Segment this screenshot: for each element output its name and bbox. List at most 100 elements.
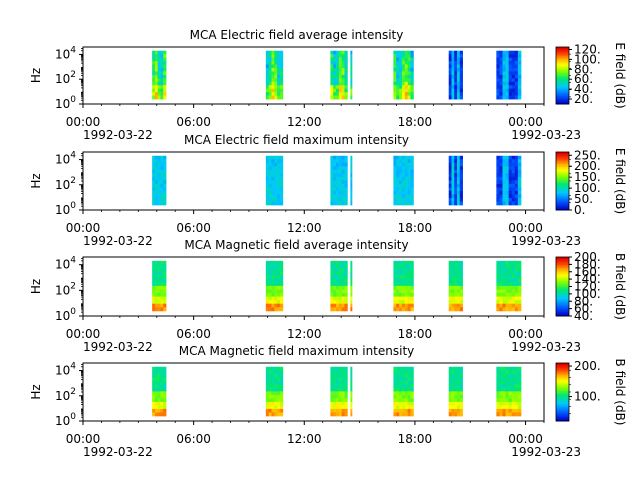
spectrogram-cell: [508, 293, 513, 297]
spectrogram-cell: [517, 180, 522, 185]
spectrogram-cell: [410, 289, 414, 294]
spectrogram-cell: [341, 267, 345, 272]
spectrogram-cell: [393, 92, 397, 96]
spectrogram-cell: [454, 380, 458, 385]
spectrogram-cell: [274, 92, 278, 96]
spectrogram-cell: [511, 303, 516, 308]
spectrogram-cell: [401, 187, 406, 192]
spectrogram-cell: [451, 166, 455, 171]
spectrogram-cell: [157, 296, 161, 301]
spectrogram-cell: [350, 303, 353, 308]
spectrogram-cell: [163, 81, 167, 86]
spectrogram-cell: [454, 300, 458, 305]
spectrogram-cell: [271, 260, 275, 265]
spectrogram-cell: [163, 180, 167, 185]
spectrogram-cell: [163, 197, 167, 202]
spectrogram-cell: [393, 183, 397, 188]
spectrogram-cell: [271, 92, 275, 96]
spectrogram-cell: [338, 373, 343, 378]
colorbar: 100.200. B field (dB): [555, 359, 627, 425]
spectrogram-cell: [407, 370, 411, 375]
spectrogram-cell: [393, 190, 397, 195]
spectrogram-cell: [396, 260, 400, 265]
spectrogram-cell: [157, 61, 161, 65]
spectrogram-cell: [448, 67, 452, 72]
spectrogram-cell: [163, 264, 167, 269]
spectrogram-cell: [330, 401, 334, 406]
spectrogram-cell: [496, 394, 500, 399]
spectrogram-cell: [499, 412, 503, 417]
spectrogram-cell: [401, 180, 406, 185]
colorbar-step: [556, 286, 569, 289]
colorbar-step: [556, 393, 569, 396]
spectrogram-cell: [163, 380, 167, 385]
spectrogram-cell: [268, 264, 272, 269]
spectrogram-cell: [407, 78, 411, 83]
spectrogram-cell: [393, 380, 397, 385]
spectrogram-cell: [448, 260, 452, 265]
colorbar-step: [556, 410, 569, 413]
spectrogram-cell: [336, 391, 340, 396]
spectrogram-cell: [152, 85, 156, 90]
spectrogram-cell: [341, 197, 345, 202]
spectrogram-cell: [336, 71, 340, 76]
spectrogram-cell: [336, 88, 340, 93]
spectrogram-cell: [154, 85, 159, 90]
spectrogram-cell: [163, 282, 167, 287]
spectrogram-cell: [393, 169, 397, 174]
spectrogram-cell: [448, 64, 452, 69]
spectrogram-cell: [404, 162, 409, 167]
spectrogram-cell: [393, 260, 397, 265]
spectrogram-cell: [454, 81, 458, 86]
spectrogram-cell: [268, 162, 272, 167]
spectrogram-cell: [341, 278, 345, 283]
spectrogram-cell: [454, 391, 458, 396]
colorbar-step: [556, 390, 569, 393]
colorbar-step: [556, 201, 569, 204]
spectrogram-cell: [393, 289, 397, 294]
spectrogram-cell: [502, 166, 506, 171]
spectrogram-cell: [404, 95, 409, 100]
spectrogram-cell: [448, 282, 452, 287]
spectrogram-cell: [344, 155, 348, 160]
spectrogram-cell: [274, 88, 278, 93]
colorbar-step: [556, 307, 569, 310]
spectrogram-cell: [451, 296, 455, 301]
spectrogram-cell: [160, 377, 164, 382]
spectrogram-cell: [451, 366, 455, 371]
spectrogram-cell: [410, 95, 414, 100]
colorbar-step: [556, 282, 569, 285]
spectrogram-cell: [451, 282, 455, 287]
spectrogram-cell: [496, 54, 500, 59]
spectrogram-cell: [401, 267, 406, 272]
spectrogram-cell: [277, 176, 281, 181]
spectrogram-cell: [344, 67, 348, 72]
spectrogram-cell: [338, 285, 343, 290]
spectrogram-cell: [154, 54, 159, 59]
spectrogram-cell: [508, 278, 513, 283]
spectrogram-cell: [152, 88, 156, 93]
y-tick-exponent: 0: [70, 201, 76, 211]
colorbar-step: [556, 259, 569, 262]
colorbar-step: [556, 204, 569, 207]
spectrogram-cell: [279, 267, 284, 272]
spectrogram-cell: [277, 300, 281, 305]
spectrogram-cell: [459, 57, 463, 62]
colorbar-tick-label: 250.: [574, 148, 601, 162]
spectrogram-cell: [454, 194, 458, 199]
spectrogram-cell: [448, 387, 452, 392]
panel-4: MCA Magnetic field maximum intensityHz10…: [29, 344, 627, 459]
spectrogram-cell: [502, 300, 506, 305]
spectrogram-cell: [401, 405, 406, 410]
spectrogram-cell: [344, 282, 348, 287]
spectrogram-cell: [330, 373, 334, 378]
spectrogram-cell: [152, 275, 156, 280]
y-tick-exponent: 4: [70, 151, 76, 161]
spectrogram-cell: [277, 67, 281, 72]
spectrogram-cell: [333, 412, 337, 417]
spectrogram-cell: [163, 373, 167, 378]
colorbar-step: [556, 89, 569, 92]
spectrogram-cell: [154, 384, 159, 389]
spectrogram-cell: [508, 412, 513, 417]
spectrogram-cell: [330, 95, 334, 100]
